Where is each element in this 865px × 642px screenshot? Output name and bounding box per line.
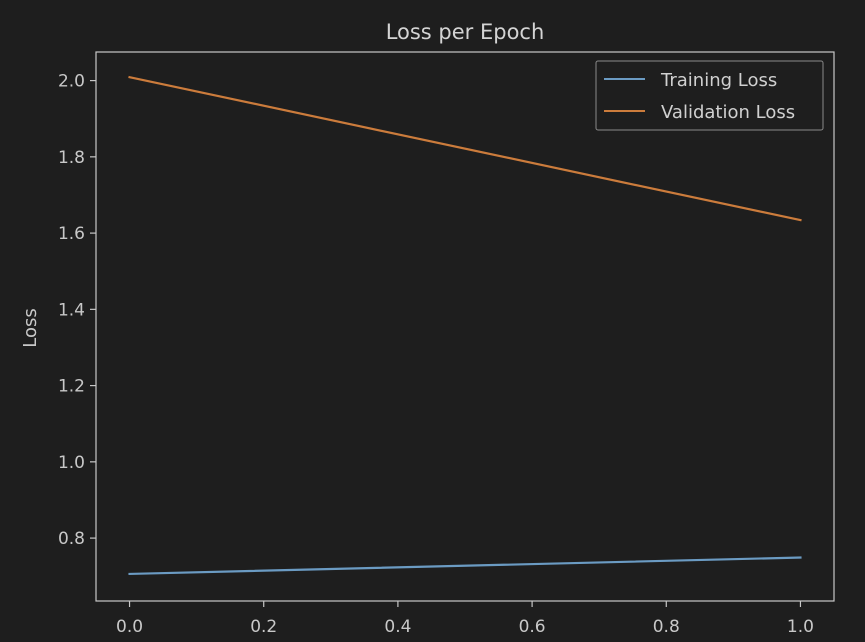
y-tick-label: 1.6 bbox=[58, 224, 85, 244]
y-tick-label: 1.0 bbox=[58, 453, 85, 473]
y-axis-title: Loss bbox=[20, 308, 41, 347]
y-tick-label: 1.2 bbox=[58, 377, 85, 397]
x-tick-label: 0.2 bbox=[250, 617, 277, 637]
series-line-validation-loss bbox=[128, 75, 802, 222]
series-line-training-loss bbox=[128, 556, 802, 576]
x-tick-label: 0.8 bbox=[653, 617, 680, 637]
plot-area bbox=[95, 51, 835, 602]
y-tick-label: 1.4 bbox=[58, 300, 85, 320]
x-tick-label: 0.0 bbox=[116, 617, 143, 637]
series-lines bbox=[128, 75, 802, 576]
legend: Training Loss Validation Loss bbox=[595, 60, 824, 131]
legend-box bbox=[595, 60, 824, 131]
chart-title: Loss per Epoch bbox=[386, 20, 545, 44]
x-tick-label: 0.6 bbox=[519, 617, 546, 637]
y-tick-label: 0.8 bbox=[58, 529, 85, 549]
legend-label-validation-loss: Validation Loss bbox=[661, 102, 795, 123]
y-ticks: 0.8 1.0 1.2 1.4 1.6 1.8 2.0 bbox=[58, 72, 96, 549]
x-tick-label: 1.0 bbox=[787, 617, 814, 637]
legend-label-training-loss: Training Loss bbox=[660, 70, 777, 91]
x-tick-label: 0.4 bbox=[384, 617, 411, 637]
x-ticks: 0.0 0.2 0.4 0.6 0.8 1.0 bbox=[116, 601, 814, 637]
y-tick-label: 2.0 bbox=[58, 72, 85, 92]
y-tick-label: 1.8 bbox=[58, 148, 85, 168]
